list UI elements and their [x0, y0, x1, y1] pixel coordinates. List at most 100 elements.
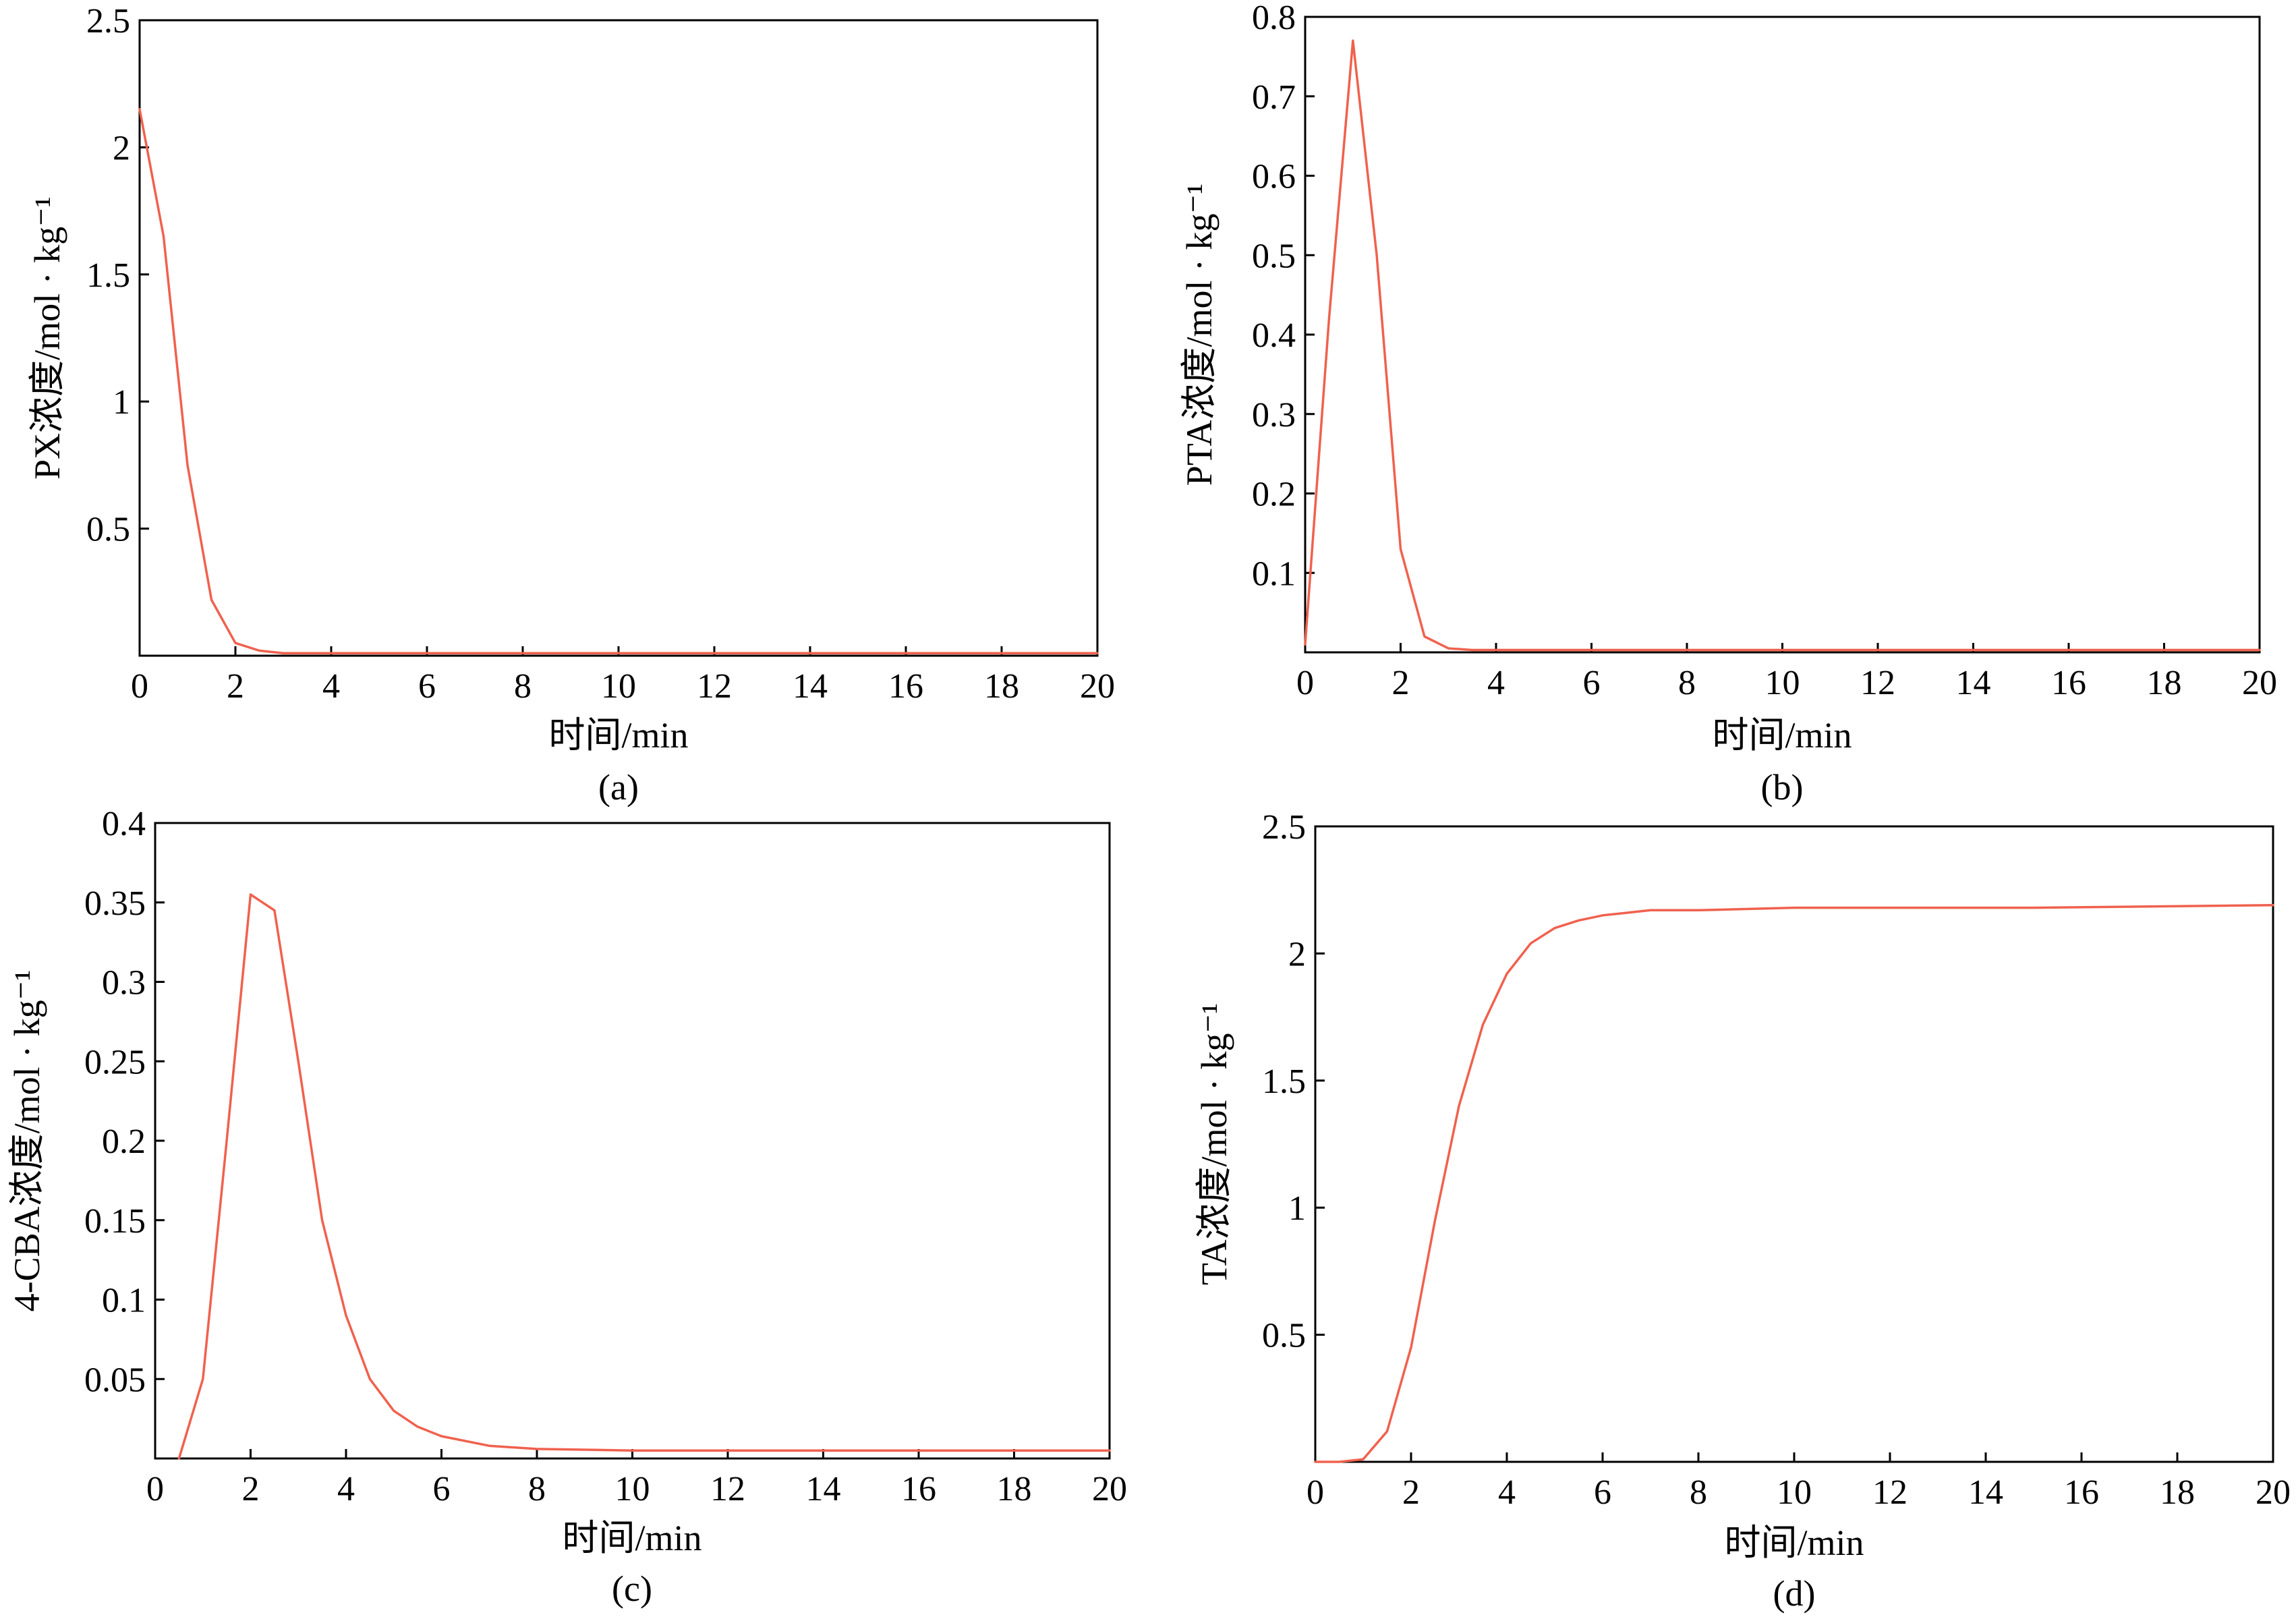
x-tick-label: 16 — [2064, 1473, 2099, 1512]
x-tick-label: 8 — [1690, 1473, 1707, 1512]
x-tick-label: 8 — [528, 1470, 546, 1508]
x-tick-label: 6 — [418, 667, 436, 706]
y-tick-label: 0.8 — [1252, 0, 1296, 37]
x-tick-label: 16 — [2051, 664, 2086, 702]
y-tick-label: 0.1 — [102, 1282, 146, 1320]
plot-frame — [1314, 825, 2274, 1463]
x-tick-label: 14 — [1968, 1473, 2003, 1512]
x-tick-label: 6 — [433, 1470, 451, 1508]
y-tick-label: 1.5 — [86, 256, 130, 295]
x-tick-label: 4 — [1487, 664, 1505, 702]
x-tick-label: 8 — [1678, 664, 1696, 702]
x-axis-label: 时间/min — [1724, 1523, 1864, 1563]
axis-ticks: 0 2 4 6 8 10 12 14 16 18 20 0.05 0.1 0.15 0.2 0.25 0.3 0.… — [84, 805, 1127, 1508]
panel-c: 0 2 4 6 8 10 12 14 16 18 20 0.05 0.1 0.15 0.2 0.25 0.3 0.… — [7, 805, 1127, 1609]
x-tick-label: 18 — [984, 667, 1019, 706]
axis-ticks: 0 2 4 6 8 10 12 14 16 18 20 0.5 1 1.5 2 2.5 — [86, 2, 1115, 706]
y-tick-label: 0.3 — [102, 964, 146, 1002]
x-tick-label: 12 — [697, 667, 732, 706]
x-tick-label: 18 — [997, 1470, 1032, 1508]
series-line — [1314, 904, 2274, 1463]
x-tick-label: 2 — [242, 1470, 260, 1508]
series-line — [138, 108, 1099, 654]
y-tick-label: 0.4 — [102, 805, 146, 843]
x-tick-label: 12 — [710, 1470, 745, 1508]
x-tick-label: 14 — [793, 667, 828, 706]
x-tick-label: 6 — [1583, 664, 1601, 702]
x-tick-label: 2 — [227, 667, 244, 706]
panel-label: (c) — [612, 1568, 652, 1609]
y-tick-label: 0.4 — [1252, 316, 1296, 355]
y-tick-label: 0.15 — [84, 1202, 146, 1241]
y-tick-label: 0.6 — [1252, 158, 1296, 196]
x-axis-label: 时间/min — [562, 1518, 701, 1558]
plot-frame — [138, 19, 1099, 657]
x-tick-label: 0 — [1296, 664, 1314, 702]
x-tick-label: 4 — [322, 667, 340, 706]
y-tick-label: 0.1 — [1252, 555, 1296, 593]
y-tick-label: 0.2 — [102, 1123, 146, 1161]
x-tick-label: 10 — [1777, 1473, 1812, 1512]
y-tick-label: 0.05 — [84, 1361, 146, 1399]
x-tick-label: 10 — [615, 1470, 650, 1508]
y-axis-label: PTA浓度/mol · kg⁻¹ — [1179, 183, 1219, 486]
panel-b: 0 2 4 6 8 10 12 14 16 18 20 0.1 0.2 0.3 0.4 0.5 0.6 0.7 0.… — [1179, 0, 2277, 807]
panel-d: 0 2 4 6 8 10 12 14 16 18 20 0.5 1 1.5 2 2.5 时间/min TA浓度… — [1194, 808, 2291, 1614]
y-tick-label: 0.5 — [86, 511, 130, 549]
y-tick-label: 0.25 — [84, 1043, 146, 1081]
x-tick-label: 14 — [806, 1470, 841, 1508]
x-tick-label: 2 — [1402, 1473, 1420, 1512]
series-line — [177, 893, 1111, 1460]
y-tick-label: 0.7 — [1252, 78, 1296, 117]
y-axis-label: PX浓度/mol · kg⁻¹ — [27, 196, 67, 480]
x-axis-label: 时间/min — [1712, 715, 1852, 756]
series-group — [177, 893, 1111, 1460]
x-tick-label: 20 — [1080, 667, 1115, 706]
x-tick-label: 0 — [146, 1470, 164, 1508]
panel-label: (d) — [1773, 1573, 1816, 1614]
x-tick-label: 20 — [2242, 664, 2277, 702]
x-tick-label: 8 — [514, 667, 532, 706]
x-tick-label: 16 — [888, 667, 923, 706]
y-tick-label: 1 — [1288, 1189, 1306, 1228]
x-tick-label: 20 — [1092, 1470, 1127, 1508]
y-tick-label: 0.2 — [1252, 476, 1296, 514]
x-tick-label: 2 — [1392, 664, 1410, 702]
y-tick-label: 2.5 — [86, 2, 130, 40]
series-line — [1304, 39, 2261, 652]
x-tick-label: 12 — [1860, 664, 1895, 702]
panel-a: 0 2 4 6 8 10 12 14 16 18 20 0.5 1 1.5 2 2.5 时间/min PX浓度… — [27, 2, 1115, 807]
x-axis-label: 时间/min — [548, 715, 688, 756]
y-tick-label: 1.5 — [1262, 1062, 1306, 1101]
y-tick-label: 0.3 — [1252, 396, 1296, 434]
x-tick-label: 12 — [1872, 1473, 1907, 1512]
series-group — [138, 108, 1099, 654]
x-tick-label: 14 — [1956, 664, 1991, 702]
panel-label: (b) — [1761, 767, 1804, 807]
x-tick-label: 10 — [1765, 664, 1800, 702]
x-tick-label: 6 — [1594, 1473, 1611, 1512]
y-tick-label: 0.5 — [1262, 1317, 1306, 1355]
x-tick-label: 18 — [2160, 1473, 2195, 1512]
y-tick-label: 0.5 — [1252, 237, 1296, 275]
plot-frame — [1304, 16, 2261, 654]
y-axis-label: 4-CBA浓度/mol · kg⁻¹ — [7, 970, 47, 1312]
x-tick-label: 16 — [901, 1470, 936, 1508]
series-group — [1304, 39, 2261, 652]
y-tick-label: 2 — [113, 129, 130, 167]
panel-label: (a) — [598, 767, 639, 807]
y-tick-label: 2.5 — [1262, 808, 1306, 847]
x-tick-label: 4 — [1498, 1473, 1516, 1512]
y-tick-label: 0.35 — [84, 884, 146, 923]
axis-ticks: 0 2 4 6 8 10 12 14 16 18 20 0.1 0.2 0.3 0.4 0.5 0.6 0.7 0.… — [1252, 0, 2277, 702]
x-tick-label: 4 — [337, 1470, 355, 1508]
axis-ticks: 0 2 4 6 8 10 12 14 16 18 20 0.5 1 1.5 2 2.5 — [1262, 808, 2291, 1512]
y-tick-label: 1 — [113, 383, 130, 422]
plot-frame — [154, 822, 1111, 1460]
x-tick-label: 10 — [601, 667, 636, 706]
series-group — [1314, 904, 2274, 1463]
y-tick-label: 2 — [1288, 935, 1306, 973]
x-tick-label: 20 — [2256, 1473, 2291, 1512]
x-tick-label: 0 — [1307, 1473, 1324, 1512]
